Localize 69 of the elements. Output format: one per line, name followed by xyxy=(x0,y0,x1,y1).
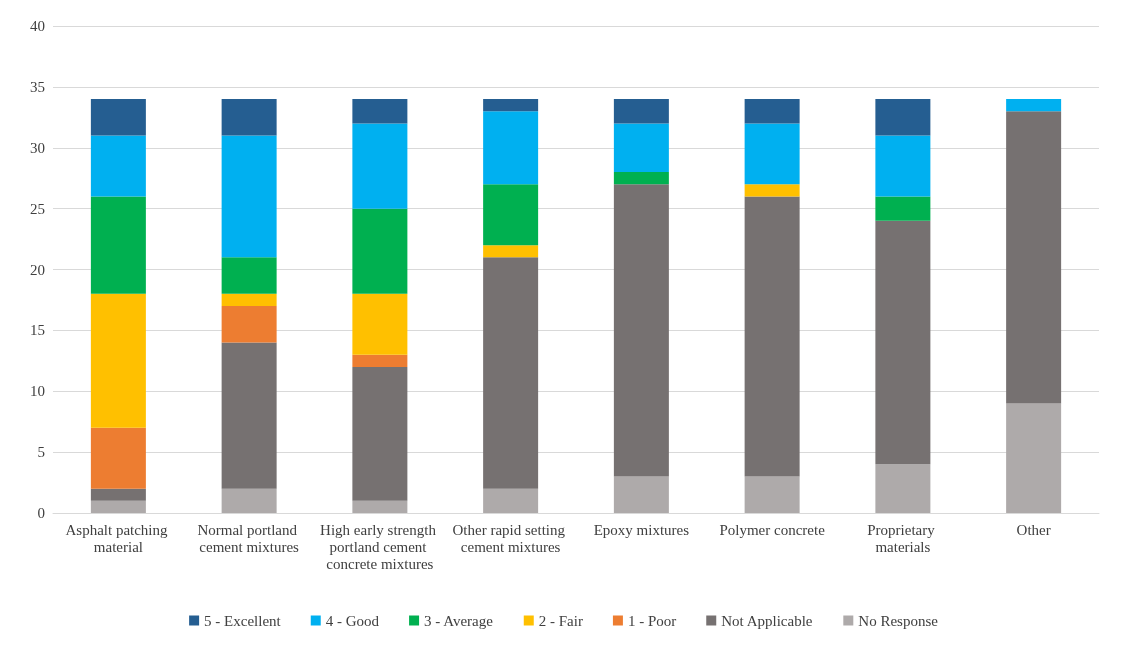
bar xyxy=(875,220,931,465)
x-tick-label: Other rapid setting cement mixtures xyxy=(452,521,569,555)
legend-label: 1 - Poor xyxy=(627,612,677,629)
bar xyxy=(483,488,539,513)
bar xyxy=(483,99,539,112)
bar xyxy=(90,488,146,501)
x-tick-label: Polymer concrete xyxy=(719,521,826,538)
legend-label: Not Applicable xyxy=(721,612,813,629)
y-tick-label: 35 xyxy=(30,78,45,95)
bar xyxy=(221,99,277,136)
legend-label: 5 - Excellent xyxy=(204,612,282,629)
x-tick-label: Proprietary materials xyxy=(867,521,939,555)
x-tick-label: Asphalt patching material xyxy=(65,521,172,555)
bar xyxy=(744,476,800,513)
bar xyxy=(352,366,408,501)
bar xyxy=(221,257,277,294)
bar xyxy=(352,293,408,355)
bar xyxy=(744,196,800,477)
bar xyxy=(90,500,146,513)
legend-label: 4 - Good xyxy=(325,612,380,629)
bar xyxy=(90,99,146,136)
bar xyxy=(744,99,800,124)
bar xyxy=(221,342,277,489)
bar xyxy=(1006,403,1062,513)
bar xyxy=(875,196,931,221)
bar xyxy=(483,245,539,258)
legend-label: No Response xyxy=(858,612,939,629)
bar xyxy=(744,184,800,197)
bar xyxy=(352,500,408,513)
bar xyxy=(1006,99,1062,112)
bar xyxy=(221,306,277,343)
x-tick-label: Epoxy mixtures xyxy=(593,521,690,538)
bar xyxy=(483,257,539,489)
bar xyxy=(613,123,669,173)
bar xyxy=(352,208,408,294)
y-tick-label: 15 xyxy=(30,322,45,339)
legend-label: 2 - Fair xyxy=(538,612,583,629)
bar xyxy=(90,427,146,489)
bar xyxy=(613,172,669,185)
bar xyxy=(613,99,669,124)
bar xyxy=(613,476,669,513)
bar xyxy=(221,135,277,258)
x-tick-label: Other xyxy=(1016,521,1051,538)
bar xyxy=(1006,111,1062,404)
y-tick-label: 30 xyxy=(30,139,45,156)
bar xyxy=(875,464,931,513)
x-tick-label: Normal portland cement mixtures xyxy=(197,521,301,555)
bar xyxy=(352,354,408,367)
x-tick-label: High early strength portland cement concrete mixtures xyxy=(320,521,440,572)
bar xyxy=(90,135,146,197)
bar xyxy=(483,184,539,246)
bar xyxy=(221,293,277,307)
bar xyxy=(613,184,669,477)
bar xyxy=(352,99,408,124)
bar xyxy=(221,488,277,513)
bar xyxy=(90,293,146,428)
legend-label: 3 - Average xyxy=(424,612,494,629)
bar xyxy=(875,135,931,197)
y-tick-label: 0 xyxy=(37,505,45,521)
bar xyxy=(744,123,800,185)
y-tick-label: 25 xyxy=(30,200,45,217)
bar xyxy=(90,196,146,294)
y-tick-label: 40 xyxy=(30,18,45,34)
bar xyxy=(875,99,931,136)
y-tick-label: 10 xyxy=(30,383,45,400)
y-tick-label: 5 xyxy=(37,444,45,461)
bar xyxy=(352,123,408,209)
bar xyxy=(483,111,539,185)
y-tick-label: 20 xyxy=(30,261,45,278)
